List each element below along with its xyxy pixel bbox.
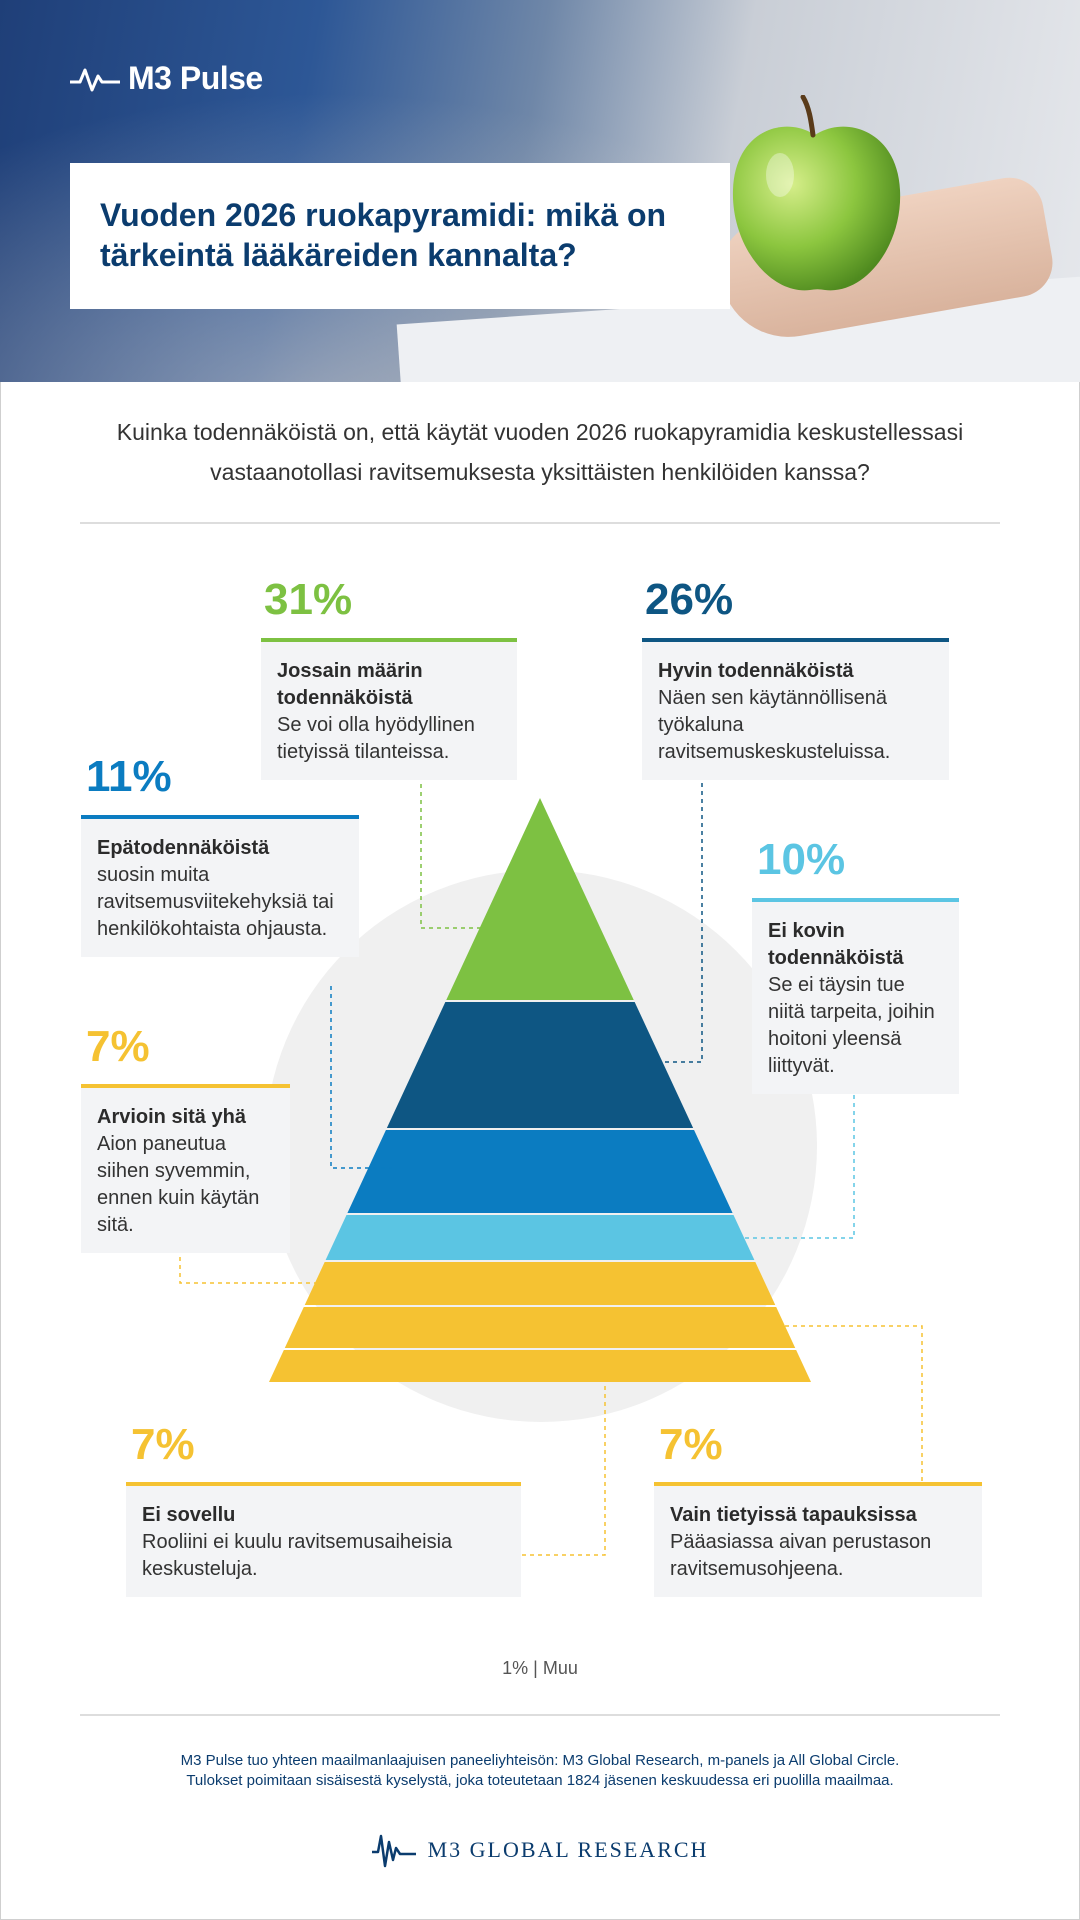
label-arvioin: Arvioin sitä yhä — [97, 1106, 246, 1128]
pulse-icon — [70, 68, 120, 91]
label-jossain: Jossain määrin todennäköistä — [277, 660, 423, 709]
layer-ei-kovin — [325, 1215, 755, 1260]
pct-ei-sovellu: 7% — [131, 1420, 195, 1469]
layer-jossain — [446, 798, 634, 1000]
card-ei-sovellu: Ei sovellu Rooliini ei kuulu ravitsemusa… — [126, 1482, 521, 1597]
desc-jossain: Se voi olla hyödyllinen tietyissä tilant… — [277, 714, 475, 763]
divider-bottom — [80, 1714, 1000, 1716]
layer-arvioin — [304, 1262, 776, 1305]
apple-icon — [732, 95, 901, 291]
desc-vain-tietyissa: Pääasiassa aivan perustason ravitsemusoh… — [670, 1531, 932, 1580]
desc-ei-kovin: Se ei täysin tue niitä tarpeita, joihin … — [768, 974, 935, 1077]
footnote-line-1: M3 Pulse tuo yhteen maailmanlaajuisen pa… — [180, 1752, 900, 1769]
signal-wave-icon — [371, 1834, 416, 1868]
page-title: Vuoden 2026 ruokapyramidi: mikä on tärke… — [100, 197, 667, 273]
brand-text: M3 GLOBAL RESEARCH — [427, 1837, 709, 1862]
connector-26 — [635, 783, 703, 1063]
connector-7a — [179, 1249, 318, 1284]
divider-top — [80, 522, 1000, 524]
connector-7b — [785, 1325, 923, 1484]
pct-jossain: 31% — [264, 575, 353, 624]
layer-epatodennakoista — [347, 1130, 733, 1213]
layer-hyvin — [386, 1002, 694, 1128]
label-ei-kovin: Ei kovin todennäköistä — [768, 920, 904, 969]
desc-arvioin: Aion paneutua siihen syvemmin, ennen kui… — [97, 1133, 260, 1236]
label-ei-sovellu: Ei sovellu — [142, 1504, 236, 1526]
pct-arvioin: 7% — [86, 1022, 150, 1071]
connector-10 — [740, 1095, 855, 1239]
title-box: Vuoden 2026 ruokapyramidi: mikä on tärke… — [70, 163, 730, 309]
pct-hyvin: 26% — [645, 575, 734, 624]
layer-vain-tietyissa — [284, 1307, 796, 1348]
footnote: M3 Pulse tuo yhteen maailmanlaajuisen pa… — [80, 1751, 1000, 1791]
logo-text: M3 Pulse — [128, 60, 263, 96]
card-ei-kovin: Ei kovin todennäköistä Se ei täysin tue … — [752, 898, 959, 1094]
survey-question: Kuinka todennäköistä on, että käytät vuo… — [116, 419, 964, 485]
desc-hyvin: Näen sen käytännöllisenä työkaluna ravit… — [658, 687, 891, 763]
layer-ei-sovellu — [269, 1350, 811, 1382]
card-jossain: Jossain määrin todennäköistä Se voi olla… — [261, 638, 517, 780]
pct-ei-kovin: 10% — [757, 835, 846, 884]
card-arvioin: Arvioin sitä yhä Aion paneutua siihen sy… — [81, 1084, 290, 1253]
footnote-line-2: Tulokset poimitaan sisäisestä kyselystä,… — [186, 1772, 894, 1789]
label-vain-tietyissa: Vain tietyissä tapauksissa — [670, 1504, 917, 1526]
m3-pulse-logo: M3 Pulse — [70, 60, 263, 97]
card-vain-tietyissa: Vain tietyissä tapauksissa Pääasiassa ai… — [654, 1482, 982, 1597]
pct-vain-tietyissa: 7% — [659, 1420, 723, 1469]
card-hyvin: Hyvin todennäköistä Näen sen käytännölli… — [642, 638, 949, 780]
connector-7c — [522, 1386, 606, 1556]
connector-31 — [420, 776, 485, 929]
label-epatodennakoista: Epätodennäköistä — [97, 837, 270, 859]
header-banner: M3 Pulse Vuoden 2026 ruokapyramidi: mikä… — [0, 0, 1080, 382]
card-epatodennakoista: Epätodennäköistä suosin muita ravitsemus… — [81, 815, 359, 957]
pct-epatodennakoista: 11% — [86, 752, 172, 801]
label-hyvin: Hyvin todennäköistä — [658, 660, 854, 682]
other-response: 1% | Muu — [502, 1658, 578, 1678]
m3-global-research-logo: M3 GLOBAL RESEARCH — [0, 1830, 1080, 1870]
desc-epatodennakoista: suosin muita ravitsemusviitekehyksiä tai… — [97, 864, 334, 940]
desc-ei-sovellu: Rooliini ei kuulu ravitsemusaiheisia kes… — [142, 1531, 453, 1580]
